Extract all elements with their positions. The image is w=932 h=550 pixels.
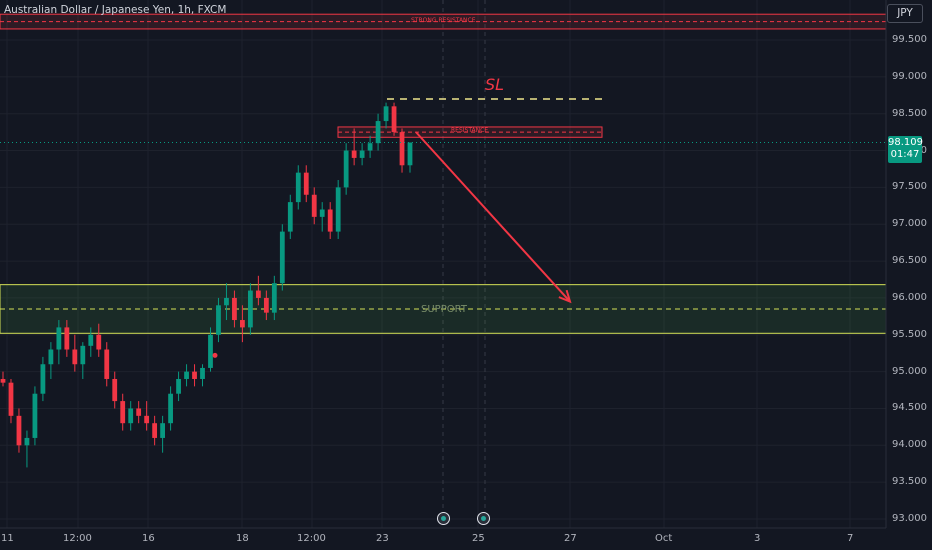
candles-layer <box>0 102 413 468</box>
candle-body <box>56 327 62 350</box>
candle-body <box>224 297 229 306</box>
candle-body <box>64 327 70 350</box>
candle-body <box>240 320 245 328</box>
time-tick-label: 25 <box>472 533 485 544</box>
candle-body <box>16 415 22 446</box>
time-tick-label: 12:00 <box>297 533 326 544</box>
candle-body <box>144 415 150 424</box>
candle-body <box>383 106 389 122</box>
support-label: SUPPORT <box>421 304 467 315</box>
candle-body <box>184 371 189 379</box>
currency-button[interactable]: JPY <box>887 4 923 23</box>
time-tick-label: 18 <box>236 533 249 544</box>
price-tick-label: 96.000 <box>892 291 927 303</box>
candle-body <box>343 150 349 188</box>
candle-body <box>391 106 397 133</box>
economic-event-icon[interactable] <box>477 512 490 525</box>
signal-dot <box>212 352 218 358</box>
candle-body <box>32 393 38 438</box>
time-tick-label: 16 <box>142 533 155 544</box>
candle-body <box>367 143 373 151</box>
candle-body <box>8 382 14 416</box>
candle-body <box>327 209 333 232</box>
candle-body <box>160 423 166 438</box>
candle-body <box>72 349 78 365</box>
time-tick-label: 7 <box>847 533 854 544</box>
candle-body <box>335 187 341 232</box>
price-tick-label: 97.000 <box>892 218 927 230</box>
candle-body <box>287 202 293 232</box>
time-tick-label: Oct <box>655 533 673 544</box>
candle-body <box>407 142 413 166</box>
candle-body <box>375 121 381 144</box>
time-tick-label: 3 <box>754 533 761 544</box>
strong-resistance-label: STRONG RESISTANCE <box>411 17 476 24</box>
countdown-timer: 01:47 <box>890 149 920 160</box>
candle-body <box>24 437 30 446</box>
candle-body <box>192 371 197 379</box>
candle-body <box>168 393 173 424</box>
candle-body <box>88 334 94 346</box>
price-tick-label: 93.500 <box>892 476 927 488</box>
projection-arrow-head <box>558 289 572 304</box>
time-tick-label: 27 <box>564 533 577 544</box>
candle-body <box>359 150 365 158</box>
candle-body <box>96 334 102 350</box>
candle-body <box>232 297 237 321</box>
candle-body <box>208 334 213 368</box>
stop-loss-label: SL <box>485 75 505 94</box>
time-tick-label: 11 <box>1 533 14 544</box>
candle-body <box>263 297 269 313</box>
price-tick-label: 94.000 <box>892 439 927 451</box>
current-price-tag: 98.109 01:47 <box>888 136 923 163</box>
candle-body <box>271 283 277 313</box>
price-tick-label: 94.500 <box>892 402 927 414</box>
candle-body <box>216 305 221 335</box>
candle-body <box>399 132 405 166</box>
candle-body <box>112 378 118 402</box>
candle-body <box>136 408 142 416</box>
economic-event-icon[interactable] <box>437 512 450 525</box>
candle-body <box>128 408 134 424</box>
projection-arrow <box>415 131 571 303</box>
candle-body <box>120 401 126 424</box>
price-tick-label: 98.500 <box>892 107 927 119</box>
candle-body <box>255 290 261 298</box>
price-tick-label: 97.500 <box>892 181 927 193</box>
candle-body <box>176 378 181 394</box>
candle-body <box>247 290 253 328</box>
time-tick-label: 23 <box>376 533 389 544</box>
price-tick-label: 96.500 <box>892 255 927 267</box>
candle-body <box>311 194 317 217</box>
candle-body <box>351 150 357 158</box>
candle-body <box>40 364 46 394</box>
overlays-layer <box>0 98 886 358</box>
resistance-label: RESISTANCE <box>451 127 489 134</box>
price-tick-label: 99.000 <box>892 70 927 82</box>
candle-body <box>104 349 110 379</box>
candle-body <box>279 231 285 284</box>
candle-body <box>303 172 309 195</box>
current-price-value: 98.109 <box>888 137 923 148</box>
chart-title: Australian Dollar / Japanese Yen, 1h, FX… <box>4 4 227 16</box>
price-tick-label: 93.000 <box>892 513 927 524</box>
time-tick-label: 12:00 <box>63 533 92 544</box>
candle-body <box>0 378 6 383</box>
candle-body <box>80 345 86 365</box>
candle-body <box>319 209 325 217</box>
price-tick-label: 95.000 <box>892 365 927 377</box>
candle-body <box>295 172 301 203</box>
price-tick-label: 99.500 <box>892 34 927 45</box>
candle-body <box>200 367 205 379</box>
price-tick-label: 95.500 <box>892 328 927 340</box>
candle-body <box>152 423 158 438</box>
candle-body <box>48 349 54 365</box>
